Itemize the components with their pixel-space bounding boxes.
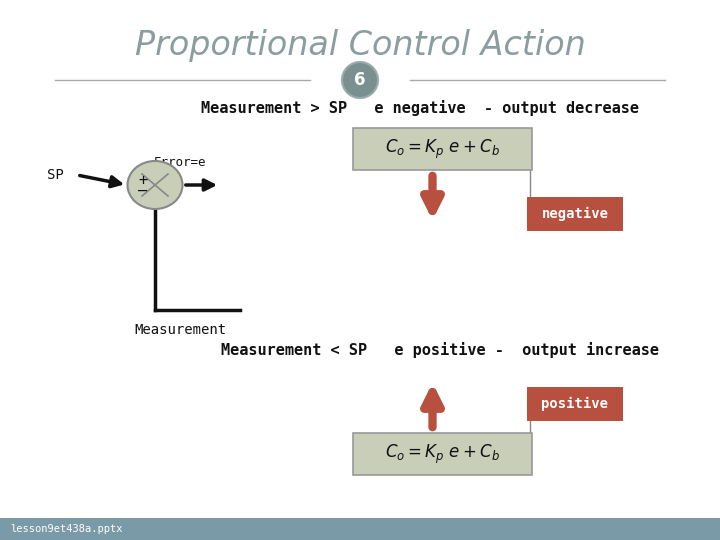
- FancyBboxPatch shape: [0, 518, 720, 540]
- Text: negative: negative: [541, 207, 608, 221]
- Text: $C_o = K_p\ e + C_b$: $C_o = K_p\ e + C_b$: [385, 442, 500, 465]
- Text: positive: positive: [541, 397, 608, 411]
- Text: Measurement: Measurement: [134, 323, 226, 337]
- Text: SP: SP: [47, 168, 63, 182]
- Text: lesson9et438a.pptx: lesson9et438a.pptx: [10, 524, 122, 534]
- FancyBboxPatch shape: [353, 433, 532, 475]
- Text: Proportional Control Action: Proportional Control Action: [135, 29, 585, 62]
- FancyBboxPatch shape: [527, 387, 623, 421]
- FancyBboxPatch shape: [527, 197, 623, 231]
- Text: Measurement > SP   e negative  - output decrease: Measurement > SP e negative - output dec…: [201, 100, 639, 116]
- Text: Measurement < SP   e positive -  output increase: Measurement < SP e positive - output inc…: [221, 342, 659, 358]
- Text: $C_o = K_p\ e + C_b$: $C_o = K_p\ e + C_b$: [385, 137, 500, 160]
- Text: –: –: [138, 183, 148, 198]
- Text: Error=e: Error=e: [154, 157, 206, 170]
- Circle shape: [342, 62, 378, 98]
- Text: +: +: [138, 172, 148, 187]
- Text: 6: 6: [354, 71, 366, 89]
- Ellipse shape: [127, 161, 182, 209]
- FancyBboxPatch shape: [353, 128, 532, 170]
